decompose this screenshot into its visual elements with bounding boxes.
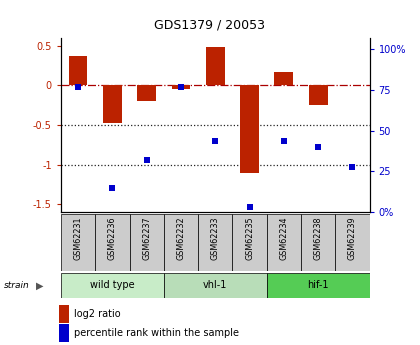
Bar (129, 214, 164, 271)
Text: GSM62233: GSM62233 (211, 216, 220, 260)
Bar (137, 86, 156, 101)
Bar (274, 72, 293, 86)
Point (315, 144, 322, 150)
Bar (335, 214, 370, 271)
Text: strain: strain (4, 281, 30, 290)
Text: GSM62234: GSM62234 (279, 216, 289, 260)
Bar (61, 273, 164, 298)
Text: GSM62231: GSM62231 (74, 216, 83, 260)
Text: GSM62235: GSM62235 (245, 216, 254, 260)
Text: GSM62239: GSM62239 (348, 216, 357, 260)
Text: GDS1379 / 20053: GDS1379 / 20053 (155, 19, 265, 32)
Point (212, 138, 219, 143)
Bar (301, 214, 335, 271)
Point (349, 164, 356, 169)
Bar (164, 273, 267, 298)
Point (75, 84, 81, 90)
Bar (309, 86, 328, 105)
Text: GSM62237: GSM62237 (142, 216, 151, 260)
Bar (61, 214, 95, 271)
Text: vhl-1: vhl-1 (203, 280, 228, 290)
Point (246, 205, 253, 210)
Point (178, 84, 184, 90)
Bar (267, 214, 301, 271)
Bar (171, 86, 190, 89)
Text: percentile rank within the sample: percentile rank within the sample (74, 328, 239, 338)
Text: wild type: wild type (90, 280, 135, 290)
Text: GSM62232: GSM62232 (176, 216, 186, 260)
Point (281, 138, 287, 143)
Bar (164, 214, 198, 271)
Bar (68, 56, 87, 86)
Text: log2 ratio: log2 ratio (74, 309, 120, 319)
Text: hif-1: hif-1 (307, 280, 329, 290)
Point (143, 157, 150, 163)
Text: ▶: ▶ (36, 281, 43, 290)
Point (109, 185, 116, 190)
Text: GSM62236: GSM62236 (108, 216, 117, 260)
Bar (198, 214, 232, 271)
Bar (232, 214, 267, 271)
Bar (267, 273, 370, 298)
Bar (95, 214, 129, 271)
Text: GSM62238: GSM62238 (314, 216, 323, 260)
Bar (206, 48, 225, 86)
Bar (103, 86, 122, 123)
Bar (240, 86, 259, 172)
